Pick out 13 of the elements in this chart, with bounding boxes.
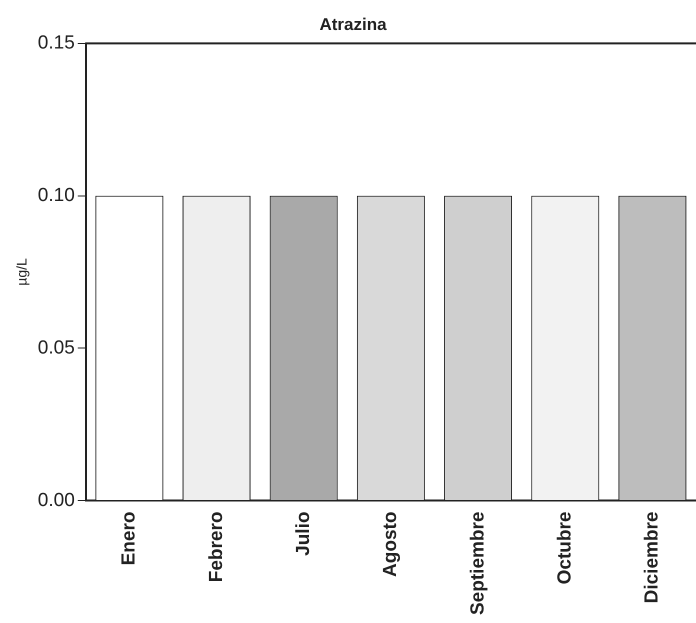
chart-title: Atrazina (319, 14, 388, 34)
x-tick-label: Julio (292, 512, 314, 556)
y-axis-title: µg/L (13, 258, 30, 286)
x-tick-label: Septiembre (467, 512, 488, 616)
x-tick-label: Enero (118, 512, 140, 566)
y-tick-label: 0.00 (38, 490, 75, 511)
y-tick-label: 0.15 (38, 32, 75, 54)
y-tick-label: 0.10 (38, 185, 75, 206)
x-tick-label: Febrero (206, 512, 227, 582)
x-tick-label: Octubre (554, 512, 576, 584)
x-tick-label: Diciembre (642, 512, 663, 604)
y-tick-label: 0.05 (38, 337, 75, 358)
x-tick-label: Agosto (380, 512, 402, 577)
